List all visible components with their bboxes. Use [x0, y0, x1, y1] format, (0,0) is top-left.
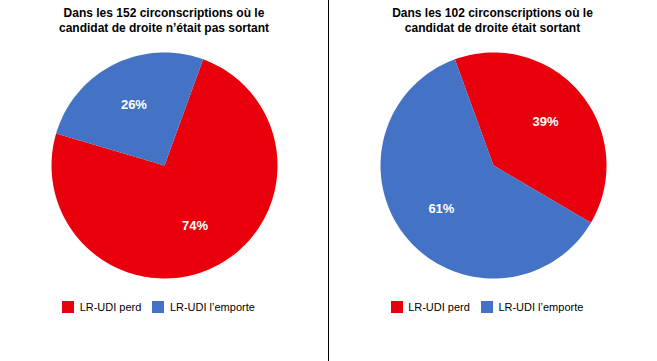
- html-text:Dans les 152 circonscriptions: Dans les 152 circonscriptions où le cand…: [59, 6, 269, 35]
- svg-text:39%: 39%: [532, 114, 558, 129]
- html-text:LR-UDI perd: LR-UDI perd: [408, 300, 470, 313]
- svg-text:26%: 26%: [121, 97, 147, 112]
- html-text:LR-UDI perd: LR-UDI perd: [79, 300, 142, 313]
- html-text:LR-UDI l’emporte: LR-UDI l’emporte: [498, 300, 584, 313]
- svg-text:74%: 74%: [182, 218, 208, 233]
- html-text:LR-UDI l’emporte: LR-UDI l’emporte: [169, 300, 255, 313]
- html-text:Dans les 102 circonscriptions: Dans les 102 circonscriptions où le cand…: [392, 6, 593, 35]
- svg-text:61%: 61%: [428, 201, 454, 216]
